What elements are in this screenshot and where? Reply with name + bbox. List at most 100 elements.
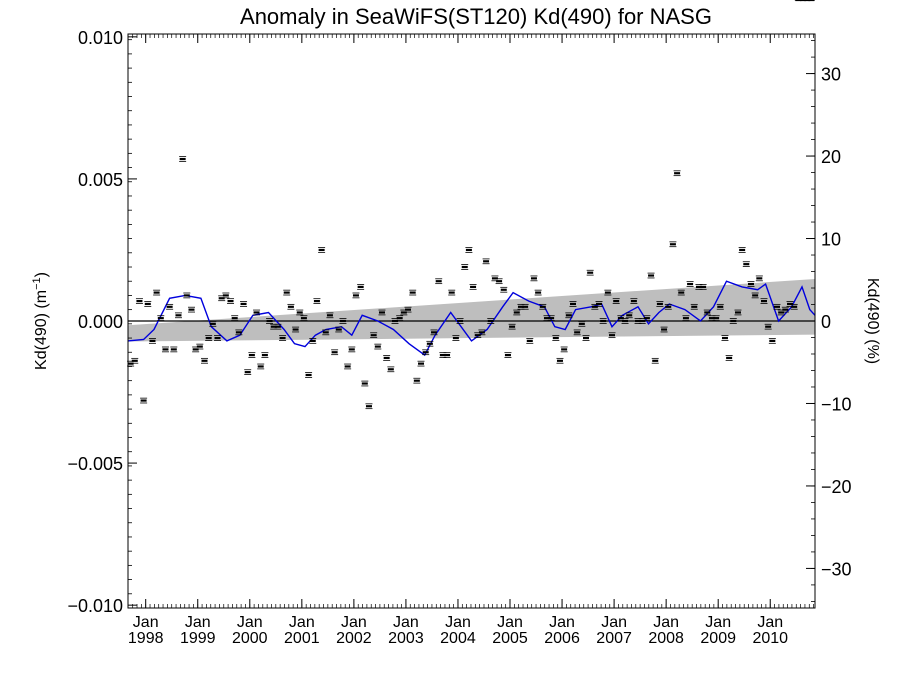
data-point xyxy=(734,309,742,316)
data-point xyxy=(660,326,668,333)
data-point xyxy=(413,377,421,384)
x-tick-label-year: 2007 xyxy=(596,630,632,647)
data-point xyxy=(508,323,516,330)
y-right-tick-label: −30 xyxy=(821,559,852,579)
data-point xyxy=(742,261,750,267)
data-point xyxy=(487,318,495,324)
data-point xyxy=(630,298,638,304)
x-tick-label-month: Jan xyxy=(601,614,627,631)
data-point xyxy=(322,329,330,336)
x-tick-label-month: Jan xyxy=(497,614,523,631)
y-tick-label: 0.000 xyxy=(78,312,123,332)
data-point xyxy=(348,346,356,353)
y-tick-label: −0.005 xyxy=(67,454,123,474)
data-point xyxy=(279,335,287,341)
data-point xyxy=(374,343,382,350)
data-point xyxy=(183,292,191,299)
data-point xyxy=(257,363,265,370)
data-point xyxy=(547,315,555,321)
x-tick-label-year: 2005 xyxy=(492,630,528,647)
data-point xyxy=(378,309,386,316)
data-point xyxy=(773,303,781,310)
y-right-tick-label: 30 xyxy=(821,65,841,85)
data-point xyxy=(248,352,256,358)
data-point xyxy=(422,349,430,356)
data-point xyxy=(582,335,590,341)
smoothed-series-line xyxy=(127,280,816,357)
data-point xyxy=(417,360,425,367)
data-point xyxy=(552,335,560,341)
data-point xyxy=(244,369,252,375)
data-point xyxy=(504,352,512,358)
data-point xyxy=(261,352,269,358)
data-point xyxy=(790,303,798,310)
x-tick-label-year: 2010 xyxy=(752,630,788,647)
data-point xyxy=(131,357,139,364)
data-point xyxy=(647,272,655,279)
data-point xyxy=(274,323,282,330)
data-point xyxy=(482,258,490,265)
x-tick-label-month: Jan xyxy=(237,614,263,631)
x-tick-label-month: Jan xyxy=(757,614,783,631)
data-point xyxy=(465,247,473,253)
data-point xyxy=(339,318,347,324)
data-point xyxy=(495,278,503,285)
data-point xyxy=(521,303,529,310)
data-point xyxy=(673,170,681,177)
data-point xyxy=(461,264,469,270)
data-point xyxy=(664,303,672,310)
x-tick-label-year: 2000 xyxy=(232,630,268,647)
data-point xyxy=(686,281,694,287)
data-point xyxy=(755,275,763,282)
data-point xyxy=(599,318,607,324)
data-point xyxy=(430,329,438,336)
data-point xyxy=(222,292,230,299)
x-tick-label-month: Jan xyxy=(289,614,315,631)
data-point xyxy=(300,315,308,321)
data-point xyxy=(174,312,182,319)
data-point xyxy=(539,303,547,310)
data-point xyxy=(565,312,573,319)
data-point xyxy=(170,346,178,353)
data-point xyxy=(578,321,586,327)
data-point xyxy=(595,301,603,307)
x-tick-label-year: 2009 xyxy=(700,630,736,647)
x-tick-label-month: Jan xyxy=(445,614,471,631)
data-point xyxy=(764,323,772,330)
x-tick-label-month: Jan xyxy=(133,614,159,631)
data-point xyxy=(426,340,434,347)
data-point xyxy=(716,303,724,310)
data-point xyxy=(556,357,564,364)
data-point xyxy=(569,301,577,307)
y-right-tick-label: 20 xyxy=(821,147,841,167)
data-point xyxy=(478,329,486,336)
data-point xyxy=(721,335,729,341)
data-point xyxy=(491,275,499,282)
data-point xyxy=(456,318,464,324)
data-point xyxy=(586,269,594,276)
data-point xyxy=(235,329,243,336)
data-point xyxy=(326,312,334,319)
trend-band xyxy=(128,278,815,342)
x-tick-label-year: 2008 xyxy=(648,630,684,647)
data-point xyxy=(781,306,789,313)
x-tick-label-month: Jan xyxy=(185,614,211,631)
data-point xyxy=(365,403,373,410)
data-point xyxy=(157,315,165,321)
data-point xyxy=(218,295,226,302)
data-point xyxy=(240,301,248,307)
x-tick-label-year: 2002 xyxy=(336,630,372,647)
data-point xyxy=(409,289,417,296)
data-point xyxy=(669,241,677,248)
x-tick-label-year: 1999 xyxy=(180,630,216,647)
data-point xyxy=(148,338,156,344)
x-tick-label-year: 2001 xyxy=(284,630,320,647)
x-tick-label-month: Jan xyxy=(341,614,367,631)
data-point xyxy=(469,284,477,290)
y-axis-label-right: Kd(490) (%) xyxy=(864,278,881,364)
data-point xyxy=(500,286,508,293)
data-point xyxy=(729,318,737,324)
data-point xyxy=(443,352,451,358)
data-point xyxy=(452,335,460,341)
